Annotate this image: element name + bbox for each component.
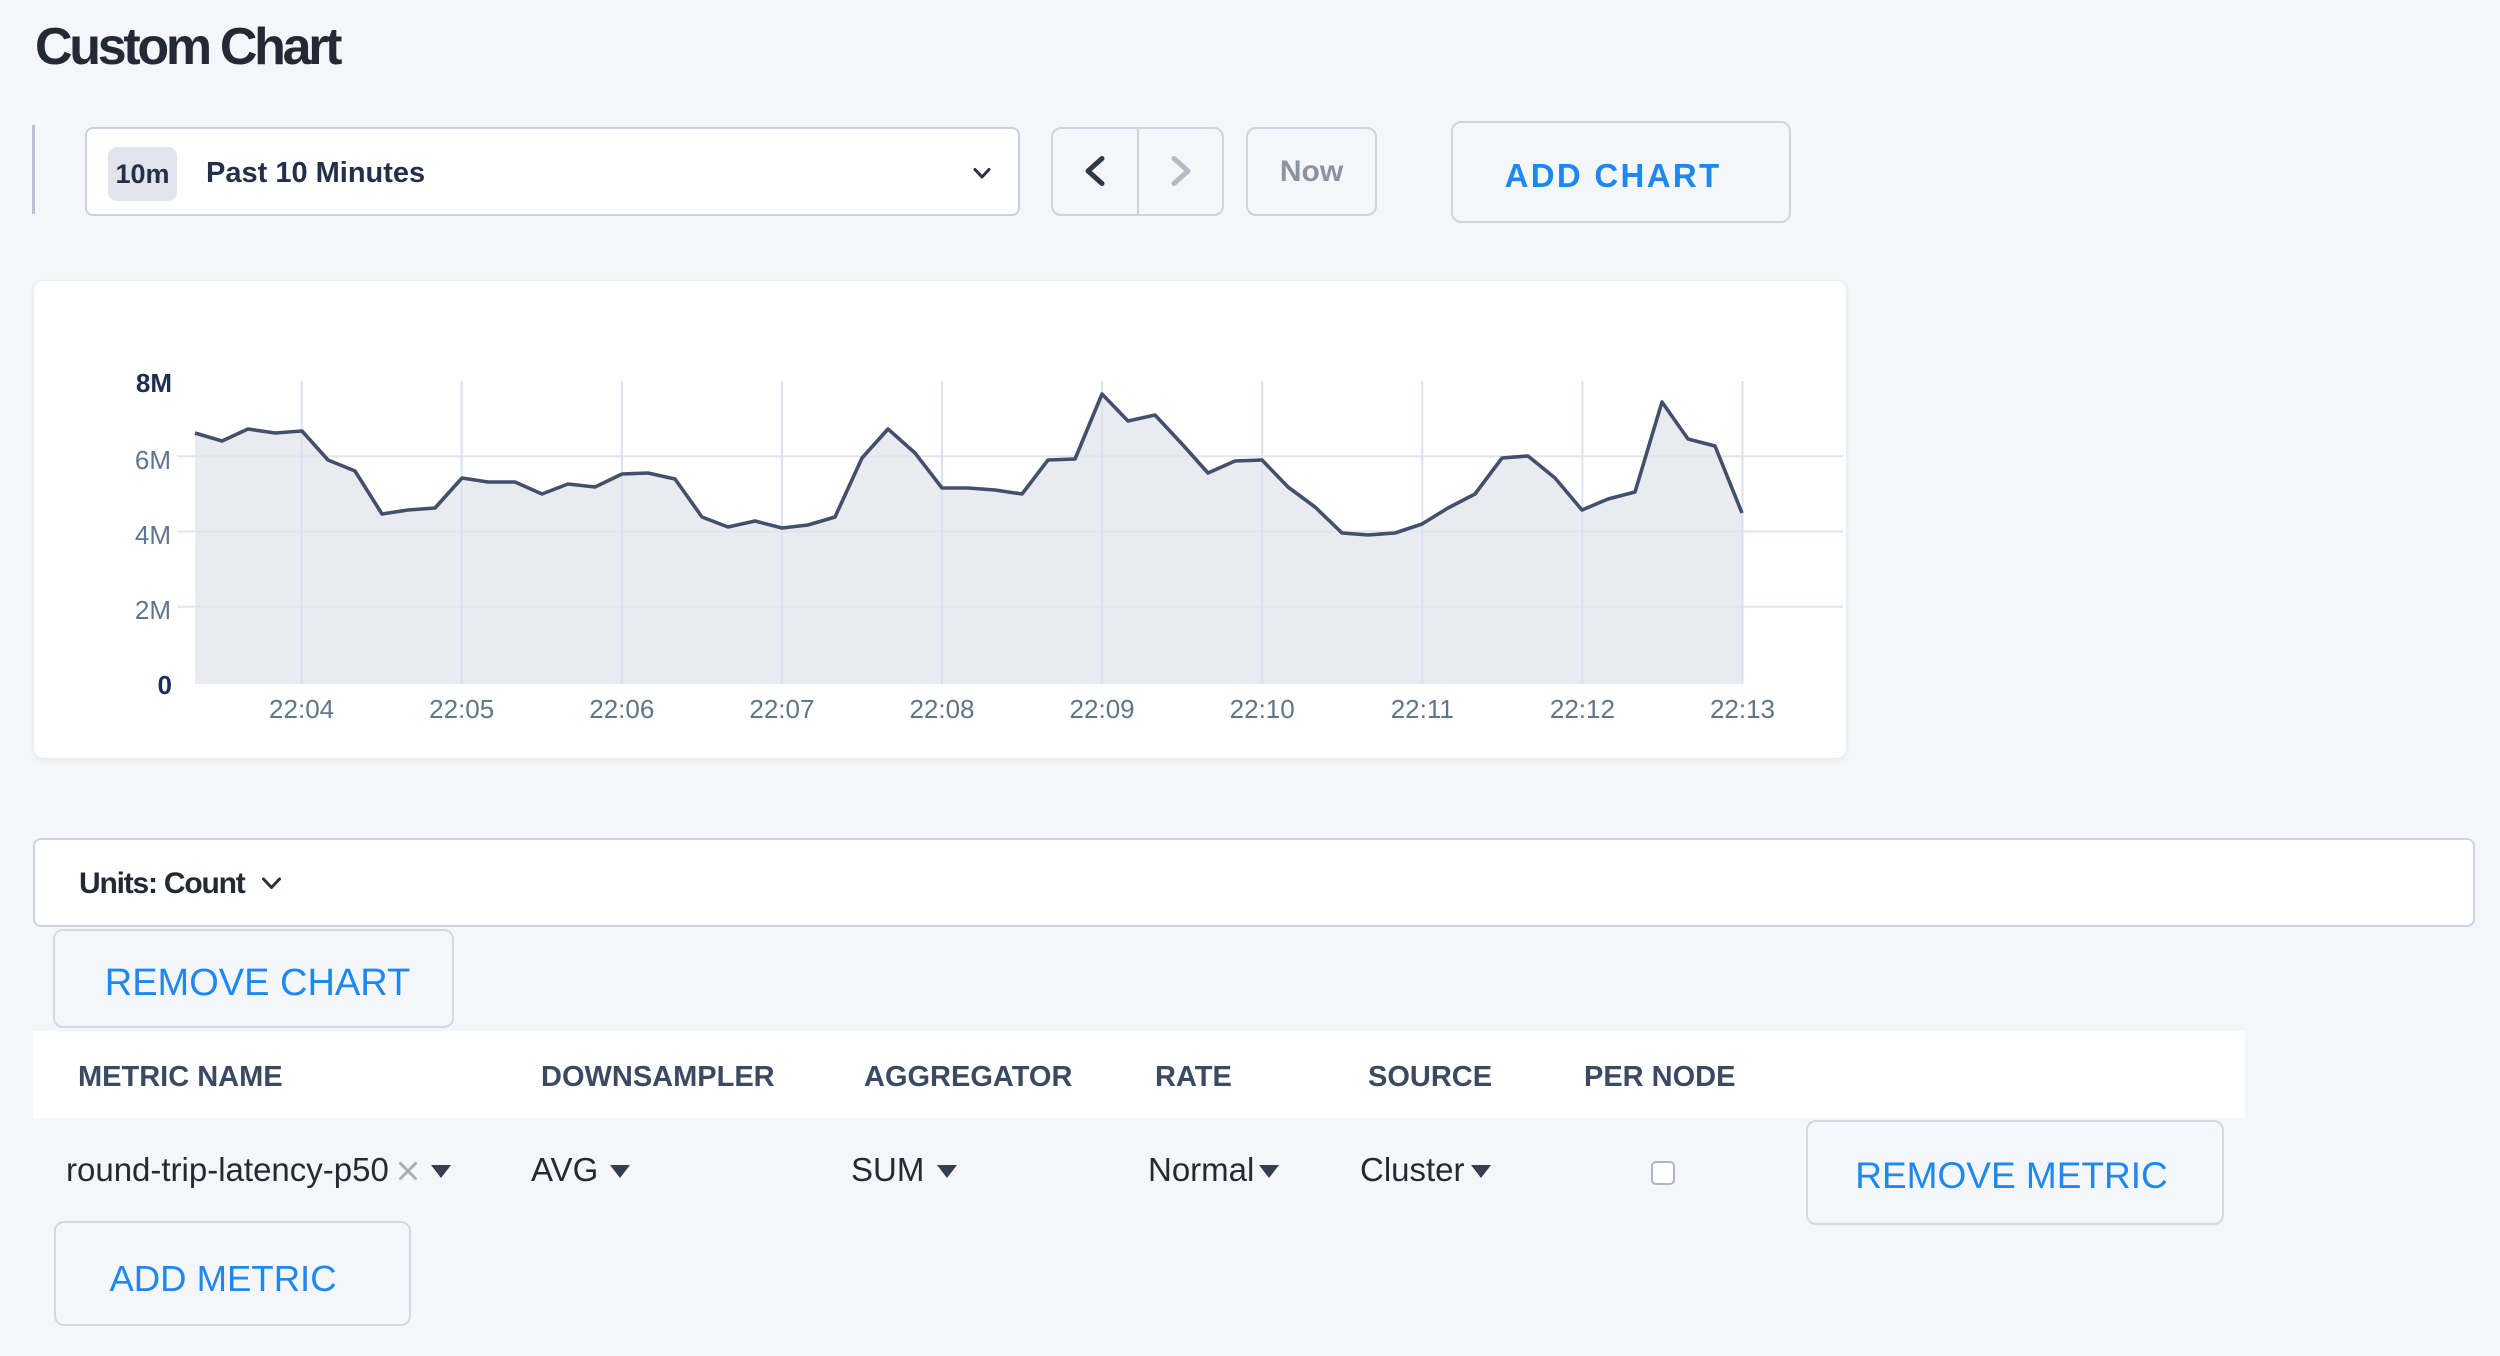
svg-text:4M: 4M [135,520,171,550]
svg-text:22:06: 22:06 [589,694,654,724]
svg-text:22:08: 22:08 [909,694,974,724]
svg-text:2M: 2M [135,595,171,625]
svg-text:22:07: 22:07 [749,694,814,724]
svg-text:22:05: 22:05 [429,694,494,724]
svg-text:8M: 8M [136,368,172,398]
svg-text:22:11: 22:11 [1391,694,1454,724]
svg-text:22:04: 22:04 [269,694,334,724]
svg-text:22:13: 22:13 [1710,694,1775,724]
svg-text:22:09: 22:09 [1070,694,1135,724]
svg-text:0: 0 [158,670,172,700]
svg-text:6M: 6M [135,445,171,475]
svg-text:22:12: 22:12 [1550,694,1615,724]
svg-text:22:10: 22:10 [1230,694,1295,724]
